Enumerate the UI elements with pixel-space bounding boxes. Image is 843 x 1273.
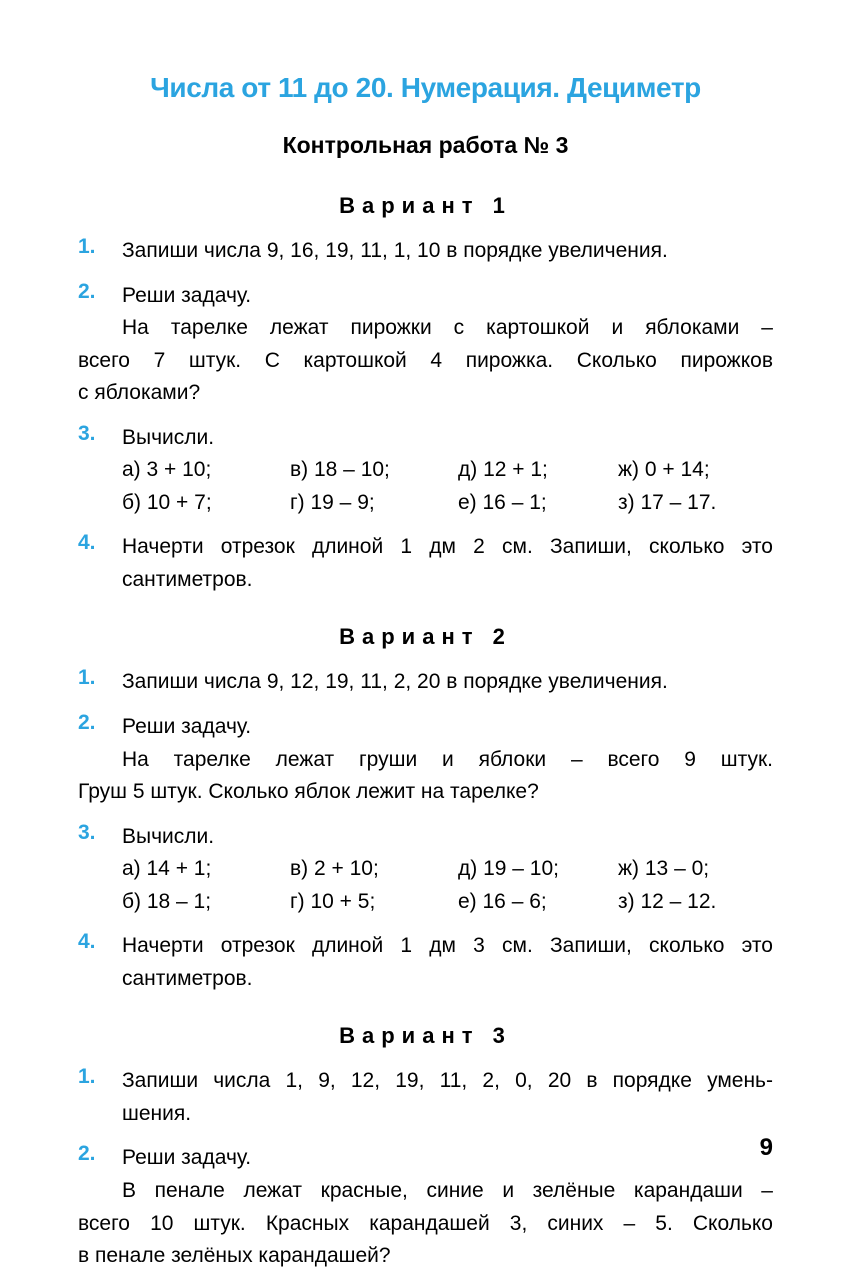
task-text: Запиши числа 1, 9, 12, 19, 11, 2, 0, 20 … (78, 1065, 773, 1098)
task-1-3: 3. Вычисли. а) 3 + 10; в) 18 – 10; д) 12… (78, 422, 773, 520)
task-text: Запиши числа 9, 12, 19, 11, 2, 20 в поря… (78, 666, 773, 699)
task-text: всего 7 штук. С картошкой 4 пирожка. Ско… (78, 345, 773, 378)
calc-item: а) 3 + 10; (122, 454, 290, 487)
calc-row: б) 10 + 7; г) 19 – 9; е) 16 – 1; з) 17 –… (78, 487, 773, 520)
calc-item: б) 18 – 1; (122, 886, 290, 919)
task-intro: Реши задачу. (78, 280, 773, 313)
calc-row: б) 18 – 1; г) 10 + 5; е) 16 – 6; з) 12 –… (78, 886, 773, 919)
task-2-2: 2. Реши задачу. На тарелке лежат груши и… (78, 711, 773, 809)
task-text: шения. (78, 1098, 773, 1131)
calc-item: б) 10 + 7; (122, 487, 290, 520)
variant-3-title: Вариант 3 (78, 1023, 773, 1049)
task-1-4: 4. Начерти отрезок длиной 1 дм 2 см. Зап… (78, 531, 773, 596)
calc-item: е) 16 – 6; (458, 886, 618, 919)
task-text: с яблоками? (78, 377, 773, 410)
calc-item: г) 10 + 5; (290, 886, 458, 919)
task-text: Запиши числа 9, 16, 19, 11, 1, 10 в поря… (78, 235, 773, 268)
task-text: в пенале зелёных карандашей? (78, 1240, 773, 1273)
calc-item: е) 16 – 1; (458, 487, 618, 520)
task-1-1: 1. Запиши числа 9, 16, 19, 11, 1, 10 в п… (78, 235, 773, 268)
variant-2-title: Вариант 2 (78, 624, 773, 650)
task-text: На тарелке лежат пирожки с картошкой и я… (78, 312, 773, 345)
variant-1-title: Вариант 1 (78, 193, 773, 219)
task-2-4: 4. Начерти отрезок длиной 1 дм 3 см. Зап… (78, 930, 773, 995)
task-number: 1. (78, 666, 96, 690)
task-intro: Вычисли. (78, 821, 773, 854)
task-text: На тарелке лежат груши и яблоки – всего … (78, 744, 773, 777)
task-3-2: 2. Реши задачу. В пенале лежат красные, … (78, 1142, 773, 1272)
task-1-2: 2. Реши задачу. На тарелке лежат пирожки… (78, 280, 773, 410)
task-number: 2. (78, 711, 96, 735)
task-2-3: 3. Вычисли. а) 14 + 1; в) 2 + 10; д) 19 … (78, 821, 773, 919)
task-text: В пенале лежат красные, синие и зелёные … (78, 1175, 773, 1208)
task-3-1: 1. Запиши числа 1, 9, 12, 19, 11, 2, 0, … (78, 1065, 773, 1130)
task-number: 3. (78, 422, 96, 446)
task-number: 4. (78, 930, 96, 954)
task-number: 2. (78, 1142, 96, 1166)
task-2-1: 1. Запиши числа 9, 12, 19, 11, 2, 20 в п… (78, 666, 773, 699)
calc-item: а) 14 + 1; (122, 853, 290, 886)
task-number: 1. (78, 1065, 96, 1089)
task-intro: Реши задачу. (78, 711, 773, 744)
calc-item: з) 12 – 12. (618, 886, 716, 919)
task-text: Начерти отрезок длиной 1 дм 2 см. Запиши… (78, 531, 773, 564)
calc-item: д) 19 – 10; (458, 853, 618, 886)
calc-row: а) 14 + 1; в) 2 + 10; д) 19 – 10; ж) 13 … (78, 853, 773, 886)
task-text: Начерти отрезок длиной 1 дм 3 см. Запиши… (78, 930, 773, 963)
subtitle: Контрольная работа № 3 (78, 132, 773, 159)
task-intro: Реши задачу. (78, 1142, 773, 1175)
task-number: 1. (78, 235, 96, 259)
calc-item: в) 18 – 10; (290, 454, 458, 487)
calc-item: г) 19 – 9; (290, 487, 458, 520)
task-number: 3. (78, 821, 96, 845)
task-number: 4. (78, 531, 96, 555)
calc-item: з) 17 – 17. (618, 487, 716, 520)
task-text: всего 10 штук. Красных карандашей 3, син… (78, 1208, 773, 1241)
task-number: 2. (78, 280, 96, 304)
calc-item: в) 2 + 10; (290, 853, 458, 886)
task-text: сантиметров. (78, 963, 773, 996)
calc-item: ж) 0 + 14; (618, 454, 710, 487)
main-title: Числа от 11 до 20. Нумерация. Дециметр (78, 72, 773, 104)
page-number: 9 (760, 1134, 773, 1162)
task-text: сантиметров. (78, 564, 773, 597)
task-intro: Вычисли. (78, 422, 773, 455)
task-text: Груш 5 штук. Сколько яблок лежит на таре… (78, 776, 773, 809)
calc-row: а) 3 + 10; в) 18 – 10; д) 12 + 1; ж) 0 +… (78, 454, 773, 487)
calc-item: ж) 13 – 0; (618, 853, 709, 886)
calc-item: д) 12 + 1; (458, 454, 618, 487)
